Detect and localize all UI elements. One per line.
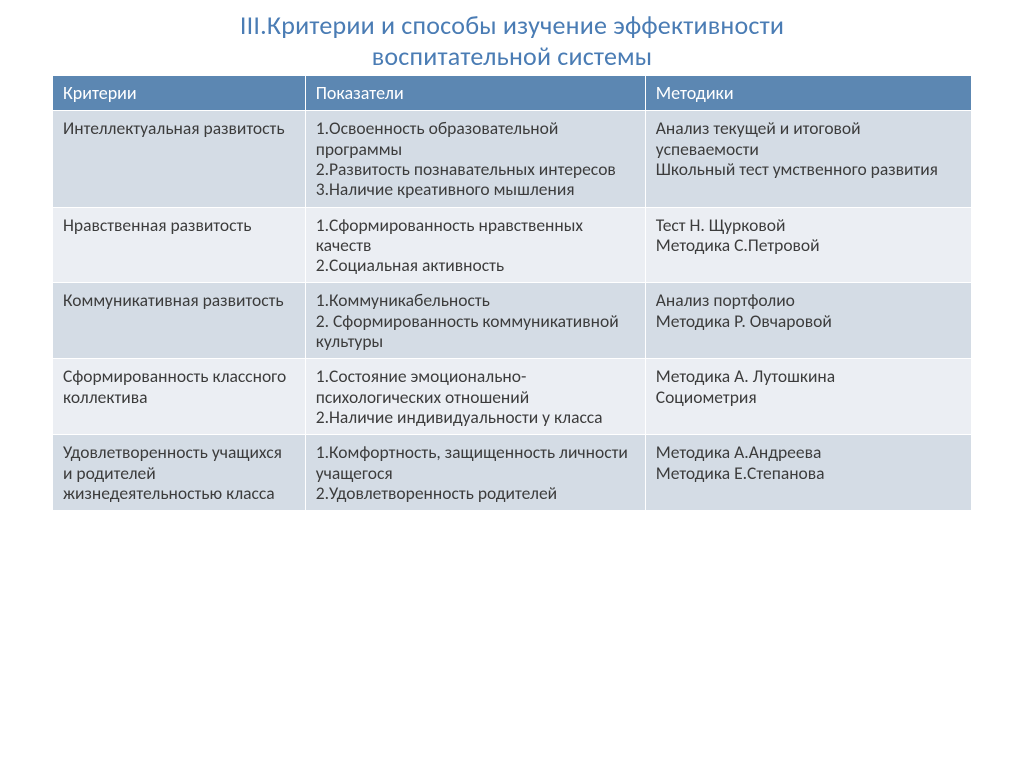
table-row: Нравственная развитость 1.Сформированнос… xyxy=(53,207,972,283)
col-header-indicators: Показатели xyxy=(305,76,645,111)
cell-indicators: 1.Состояние эмоционально-психологических… xyxy=(305,359,645,435)
cell-indicators: 1.Комфортность, защищенность личности уч… xyxy=(305,435,645,511)
table-row: Удовлетворенность учащихся и родителей ж… xyxy=(53,435,972,511)
title-line-2: воспитательной системы xyxy=(372,40,653,72)
cell-criteria: Удовлетворенность учащихся и родителей ж… xyxy=(53,435,306,511)
criteria-table: Критерии Показатели Методики Интеллектуа… xyxy=(52,75,972,511)
cell-methods: Анализ текущей и итоговой успеваемостиШк… xyxy=(645,111,971,207)
col-header-methods: Методики xyxy=(645,76,971,111)
cell-criteria: Коммуникативная развитость xyxy=(53,283,306,359)
title-line-1: III.Критерии и способы изучение эффектив… xyxy=(240,9,784,41)
table-row: Коммуникативная развитость 1.Коммуникабе… xyxy=(53,283,972,359)
table-row: Интеллектуальная развитость 1.Освоенност… xyxy=(53,111,972,207)
slide-title: III.Критерии и способы изучение эффектив… xyxy=(52,10,972,71)
cell-methods: Методика А. ЛутошкинаСоциометрия xyxy=(645,359,971,435)
table-row: Сформированность классного коллектива 1.… xyxy=(53,359,972,435)
cell-methods: Анализ портфолиоМетодика Р. Овчаровой xyxy=(645,283,971,359)
cell-criteria: Интеллектуальная развитость xyxy=(53,111,306,207)
col-header-criteria: Критерии xyxy=(53,76,306,111)
cell-methods: Методика А.АндрееваМетодика Е.Степанова xyxy=(645,435,971,511)
cell-methods: Тест Н. ЩурковойМетодика С.Петровой xyxy=(645,207,971,283)
table-header-row: Критерии Показатели Методики xyxy=(53,76,972,111)
cell-criteria: Сформированность классного коллектива xyxy=(53,359,306,435)
cell-indicators: 1.Освоенность образовательной программы2… xyxy=(305,111,645,207)
cell-criteria: Нравственная развитость xyxy=(53,207,306,283)
slide: III.Критерии и способы изучение эффектив… xyxy=(0,0,1024,768)
cell-indicators: 1.Сформированность нравственных качеств2… xyxy=(305,207,645,283)
cell-indicators: 1.Коммуникабельность2. Сформированность … xyxy=(305,283,645,359)
